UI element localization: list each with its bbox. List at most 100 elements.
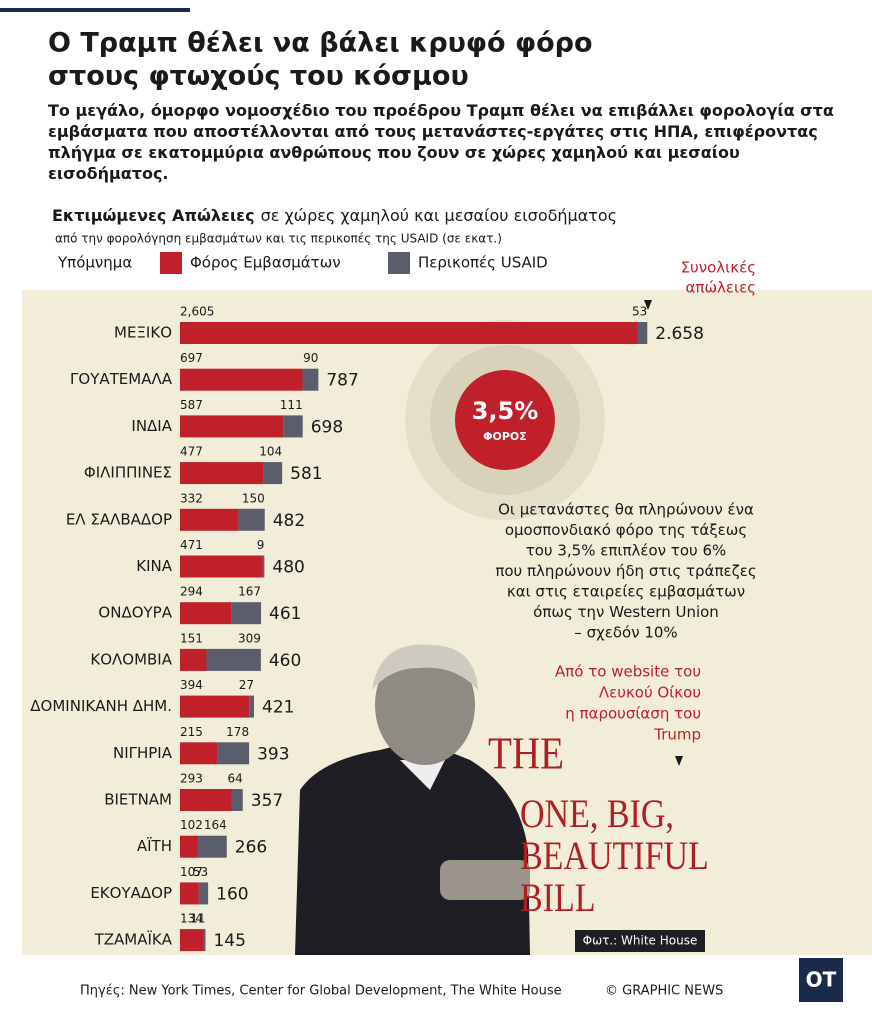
bar-segment bbox=[180, 368, 303, 391]
website-note: Από το website του bbox=[555, 663, 701, 681]
subtitle: Το μεγάλο, όμορφο νομοσχέδιο του προέδρο… bbox=[48, 101, 834, 183]
category-label: ΦΙΛΙΠΠΙΝΕΣ bbox=[84, 464, 172, 482]
bar-segment bbox=[283, 415, 303, 438]
segment-label: 27 bbox=[239, 678, 254, 692]
logo: ΟΤ bbox=[806, 968, 837, 992]
bill-title: THE bbox=[488, 729, 564, 780]
chart-heading-bold: Εκτιμώμενες Απώλειες bbox=[52, 206, 255, 225]
total-label: 393 bbox=[257, 744, 289, 764]
category-label: ΓΟΥΑΤΕΜΑΛΑ bbox=[70, 370, 173, 388]
bar-segment bbox=[238, 508, 265, 531]
segment-label: 104 bbox=[259, 445, 282, 459]
sources: Πηγές: New York Times, Center for Global… bbox=[80, 984, 562, 999]
website-note: Trump bbox=[653, 726, 701, 744]
photo-credit: Φωτ.: White House bbox=[583, 934, 698, 948]
legend-label: Φόρος Εμβασμάτων bbox=[190, 254, 341, 272]
total-label: 460 bbox=[269, 651, 301, 671]
badge-value: 3,5% bbox=[472, 397, 539, 425]
category-label: ΚΟΛΟΜΒΙΑ bbox=[90, 650, 172, 668]
segment-label: 394 bbox=[180, 678, 203, 692]
note: όπως την Western Union bbox=[533, 603, 719, 621]
category-label: ΚΙΝΑ bbox=[136, 557, 172, 575]
total-label: 357 bbox=[251, 791, 283, 811]
category-label: ΑΪΤΗ bbox=[137, 836, 172, 855]
bar-segment bbox=[180, 462, 264, 485]
bar-segment bbox=[263, 462, 283, 485]
note: – σχεδόν 10% bbox=[574, 624, 677, 642]
bill-title: BILL bbox=[520, 877, 596, 921]
bar-segment bbox=[180, 602, 232, 625]
chart-heading-rest: σε χώρες χαμηλού και μεσαίου εισοδήματος bbox=[261, 206, 618, 225]
category-label: ΤΖΑΜΑΪΚΑ bbox=[94, 930, 173, 949]
website-note: Λευκού Οίκου bbox=[599, 684, 701, 702]
segment-label: 64 bbox=[227, 772, 242, 786]
note: ομοσπονδιακό φόρο της τάξεως bbox=[505, 521, 747, 539]
bar-segment bbox=[637, 322, 648, 344]
segment-label: 477 bbox=[180, 445, 203, 459]
bar-segment bbox=[180, 415, 284, 438]
segment-label: 107 bbox=[180, 865, 203, 879]
segment-label: 294 bbox=[180, 585, 203, 599]
bar-segment bbox=[180, 835, 198, 858]
category-label: ΜΕΞΙΚΟ bbox=[114, 324, 172, 342]
copyright: © GRAPHIC NEWS bbox=[605, 984, 723, 999]
badge-label: ΦΟΡΟΣ bbox=[483, 430, 527, 443]
website-note: η παρουσίαση του bbox=[565, 705, 701, 723]
segment-label: 11 bbox=[190, 912, 205, 926]
chart-subheading: από την φορολόγηση εμβασμάτων και τις πε… bbox=[55, 232, 502, 246]
legend-label: Περικοπές USAID bbox=[418, 254, 548, 272]
segment-label: 151 bbox=[180, 631, 203, 645]
total-label: 482 bbox=[273, 511, 305, 531]
segment-label: 102 bbox=[180, 818, 203, 832]
bar-segment bbox=[180, 742, 218, 765]
total-label: 160 bbox=[216, 884, 248, 904]
category-label: ΒΙΕΤΝΑΜ bbox=[104, 791, 172, 809]
segment-label: 90 bbox=[303, 351, 318, 365]
category-label: ΝΙΓΗΡΙΑ bbox=[113, 744, 173, 762]
total-label: 421 bbox=[262, 698, 294, 718]
segment-label: 215 bbox=[180, 725, 203, 739]
bar-segment bbox=[180, 648, 207, 671]
photo bbox=[295, 644, 530, 955]
segment-label: 293 bbox=[180, 772, 203, 786]
bill-title: ONE, BIG, bbox=[520, 793, 674, 837]
bar-segment bbox=[262, 555, 265, 578]
bar-segment bbox=[180, 882, 199, 905]
logo-box bbox=[799, 958, 843, 1002]
bar-segment bbox=[180, 322, 638, 344]
arrow bbox=[644, 300, 652, 310]
total-label: 581 bbox=[290, 464, 322, 484]
total-heading: Συνολικές bbox=[681, 259, 756, 277]
segment-label: 697 bbox=[180, 351, 203, 365]
bar-segment bbox=[180, 929, 204, 952]
bar-segment bbox=[206, 648, 261, 671]
note: του 3,5% επιπλέον του 6% bbox=[526, 542, 727, 560]
total-label: 2.658 bbox=[655, 324, 704, 344]
legend-title: Υπόμνημα bbox=[57, 254, 132, 272]
total-label: 266 bbox=[235, 838, 267, 858]
arrow bbox=[675, 756, 683, 766]
legend-swatch bbox=[160, 252, 182, 274]
note: και στις εταιρείες εμβασμάτων bbox=[507, 583, 745, 601]
category-label: ΕΛ ΣΑΛΒΑΔΟΡ bbox=[66, 510, 172, 528]
segment-label: 309 bbox=[238, 631, 261, 645]
segment-label: 332 bbox=[180, 491, 203, 505]
segment-label: 2,605 bbox=[180, 305, 214, 319]
segment-label: 167 bbox=[238, 585, 261, 599]
category-label: ΕΚΟΥΑΔΟΡ bbox=[90, 884, 172, 902]
bar-segment bbox=[203, 929, 206, 952]
total-label: 480 bbox=[272, 558, 304, 578]
segment-label: 587 bbox=[180, 398, 203, 412]
bar-segment bbox=[180, 695, 250, 718]
bar-segment bbox=[302, 368, 319, 391]
total-label: 787 bbox=[326, 371, 358, 391]
note: που πληρώνουν ήδη στις τράπεζες bbox=[495, 562, 756, 580]
category-label: ΙΝΔΙΑ bbox=[131, 417, 172, 435]
total-heading: απώλειες bbox=[686, 279, 756, 297]
total-label: 461 bbox=[269, 604, 301, 624]
segment-label: 164 bbox=[204, 818, 227, 832]
segment-label: 9 bbox=[257, 538, 265, 552]
top-rule bbox=[0, 8, 190, 12]
